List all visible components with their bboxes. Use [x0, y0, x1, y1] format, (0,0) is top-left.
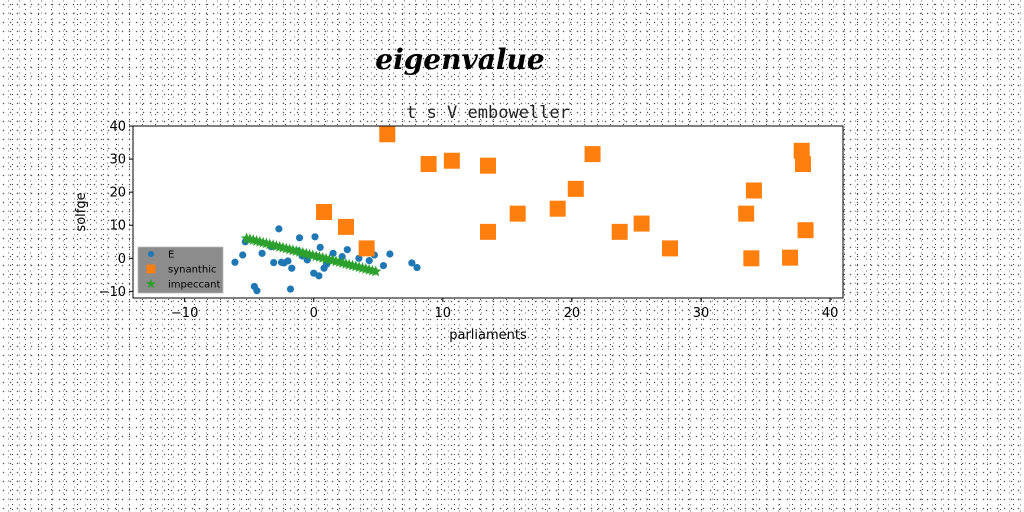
- square-point: [567, 180, 584, 197]
- y-tick-label: 10: [109, 219, 126, 234]
- y-axis-label: solfge: [74, 192, 89, 231]
- y-tick-label: 0: [118, 252, 126, 267]
- chart-title: t s V emboweller: [406, 103, 570, 123]
- legend-marker-square: [146, 264, 156, 274]
- y-axis: −10 0 10 20 30 40: [99, 120, 133, 300]
- circle-point: [270, 259, 278, 267]
- square-point: [443, 152, 460, 169]
- circle-point: [379, 261, 388, 270]
- x-tick-label: 30: [693, 306, 710, 321]
- circle-point: [365, 257, 373, 265]
- square-point: [738, 205, 755, 222]
- square-point: [633, 215, 650, 232]
- square-point: [316, 204, 333, 220]
- series-synanthic: [316, 126, 814, 267]
- square-point: [662, 240, 679, 257]
- circle-point: [253, 287, 261, 295]
- figure-suptitle: eigenvalue: [375, 43, 544, 76]
- square-point: [782, 249, 799, 266]
- square-point: [549, 200, 566, 217]
- circle-point: [316, 243, 324, 251]
- circle-point: [295, 234, 304, 242]
- square-point: [338, 218, 354, 235]
- x-axis-label: parliaments: [449, 328, 527, 343]
- square-point: [797, 222, 814, 239]
- square-point: [584, 146, 601, 163]
- circle-point: [239, 251, 247, 259]
- circle-point: [315, 272, 323, 280]
- circle-point: [311, 233, 319, 241]
- circle-point: [284, 257, 292, 265]
- square-point: [358, 240, 375, 257]
- x-tick-label: 0: [310, 306, 318, 321]
- circle-point: [338, 253, 346, 261]
- circle-point: [275, 225, 283, 233]
- square-point: [509, 205, 526, 222]
- star-point: [369, 265, 382, 277]
- circle-point: [386, 250, 394, 258]
- y-tick-label: 20: [109, 186, 126, 201]
- square-point: [480, 157, 496, 174]
- x-tick-label: −10: [171, 306, 198, 321]
- circle-point: [343, 246, 351, 254]
- series-impeccant: [240, 232, 382, 277]
- x-tick-label: 40: [822, 306, 839, 321]
- plot-frame: [132, 125, 844, 299]
- plot-area: [133, 126, 843, 298]
- square-point: [420, 156, 437, 173]
- square-point: [379, 126, 396, 143]
- circle-point: [413, 263, 421, 272]
- square-point: [611, 223, 628, 240]
- legend-label: E: [168, 250, 174, 261]
- legend-label: synanthic: [168, 265, 216, 276]
- y-tick-label: 40: [109, 120, 126, 135]
- circle-point: [329, 249, 337, 257]
- square-point: [480, 223, 496, 240]
- square-point: [745, 182, 762, 199]
- plot-marks: [231, 126, 814, 295]
- circle-point: [408, 259, 416, 267]
- legend-marker-star: [146, 278, 156, 289]
- square-point: [794, 156, 811, 173]
- square-point: [793, 142, 810, 159]
- legend-marker-circle: [147, 250, 155, 258]
- y-tick-label: −10: [99, 285, 126, 300]
- x-tick-label: 10: [435, 306, 452, 321]
- y-tick-label: 30: [109, 153, 126, 168]
- x-tick-label: 20: [564, 306, 581, 321]
- circle-point: [288, 264, 296, 272]
- circle-point: [258, 249, 266, 257]
- legend-label: impeccant: [168, 280, 220, 291]
- square-point: [743, 250, 760, 267]
- circle-point: [355, 254, 363, 262]
- circle-point: [286, 285, 295, 293]
- x-axis: −10 0 10 20 30 40: [171, 298, 838, 321]
- circle-point: [231, 258, 239, 266]
